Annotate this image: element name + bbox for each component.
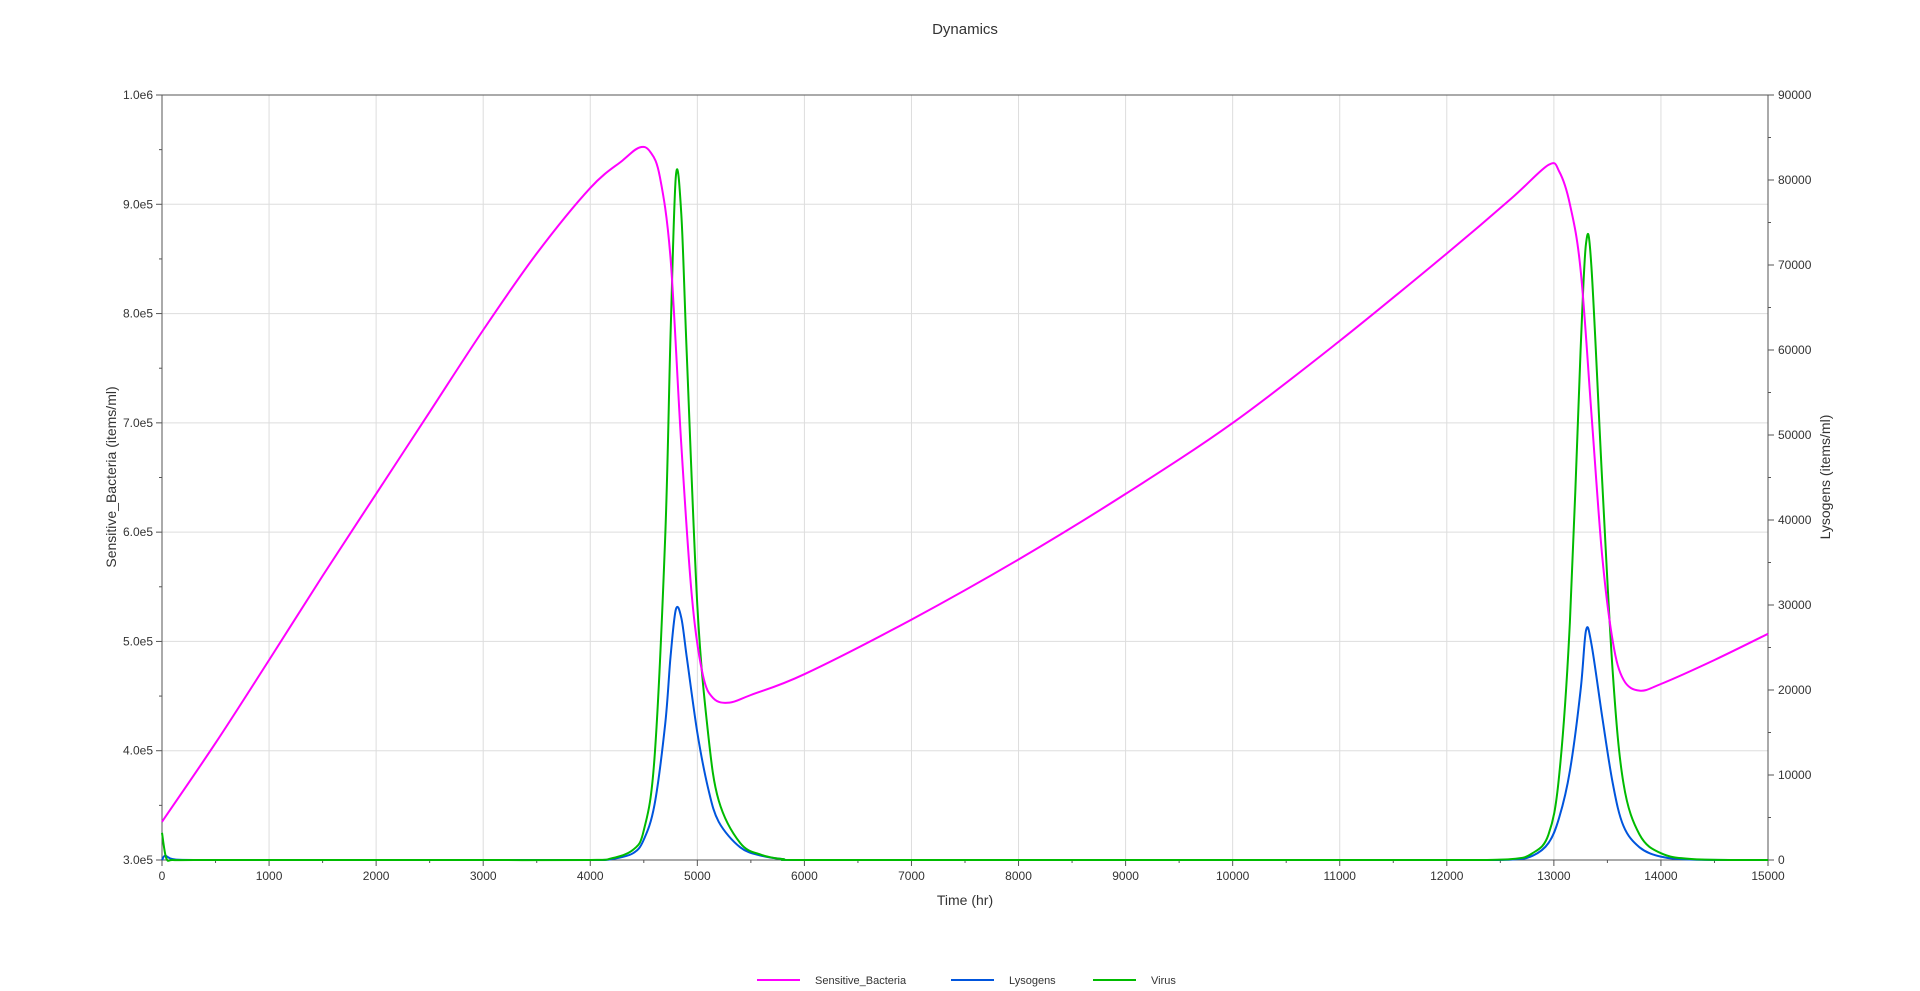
chart-title: Dynamics bbox=[932, 21, 998, 38]
axes: 0 1000 2000 3000 4000 5000 6000 7000 8000 9000 100… bbox=[123, 88, 1812, 883]
x-tick-label: 14000 bbox=[1644, 869, 1678, 883]
series-line-lysogens bbox=[161, 605, 1769, 862]
y-tick-label: 7.0e5 bbox=[123, 416, 153, 430]
x-tick-label: 6000 bbox=[791, 869, 818, 883]
y2-tick-label: 90000 bbox=[1778, 88, 1812, 102]
x-tick-label: 9000 bbox=[1112, 869, 1139, 883]
y-tick-label: 5.0e5 bbox=[123, 634, 153, 648]
y-tick-label: 3.0e5 bbox=[123, 853, 153, 867]
legend-label-lysogens: Lysogens bbox=[1009, 975, 1056, 987]
legend-label-sensitive-bacteria: Sensitive_Bacteria bbox=[815, 975, 907, 987]
x-tick-label: 3000 bbox=[470, 869, 497, 883]
legend: Sensitive_Bacteria Lysogens Virus bbox=[757, 975, 1176, 987]
x-tick-label: 7000 bbox=[898, 869, 925, 883]
x-tick-label: 2000 bbox=[363, 869, 390, 883]
y-tick-label: 1.0e6 bbox=[123, 88, 153, 102]
x-tick-label: 10000 bbox=[1216, 869, 1250, 883]
x-tick-label: 11000 bbox=[1323, 869, 1356, 883]
series-line-virus bbox=[161, 168, 1769, 862]
y2-tick-label: 20000 bbox=[1778, 683, 1812, 697]
y2-tick-label: 70000 bbox=[1778, 258, 1812, 272]
x-tick-label: 1000 bbox=[256, 869, 283, 883]
y2-tick-label: 50000 bbox=[1778, 428, 1812, 442]
x-tick-label: 4000 bbox=[577, 869, 604, 883]
y2-axis-label: Lysogens (items/ml) bbox=[1817, 415, 1833, 540]
y2-tick-label: 10000 bbox=[1778, 768, 1812, 782]
series-lines bbox=[161, 145, 1769, 862]
y-tick-label: 9.0e5 bbox=[123, 197, 153, 211]
y2-tick-label: 30000 bbox=[1778, 598, 1812, 612]
grid bbox=[162, 95, 1768, 860]
x-tick-label: 13000 bbox=[1537, 869, 1571, 883]
plot-area bbox=[161, 94, 1769, 861]
y2-tick-label: 60000 bbox=[1778, 343, 1812, 357]
series-line-sensitive-bacteria bbox=[161, 145, 1769, 823]
x-tick-label: 12000 bbox=[1430, 869, 1464, 883]
y2-tick-label: 0 bbox=[1778, 853, 1785, 867]
legend-label-virus: Virus bbox=[1151, 975, 1176, 987]
y-tick-label: 6.0e5 bbox=[123, 525, 153, 539]
x-axis-label: Time (hr) bbox=[937, 892, 993, 908]
x-tick-label: 0 bbox=[159, 869, 166, 883]
y-tick-label: 8.0e5 bbox=[123, 307, 153, 321]
y-axis-label: Sensitive_Bacteria (items/ml) bbox=[103, 386, 119, 567]
y2-tick-label: 40000 bbox=[1778, 513, 1812, 527]
y2-tick-label: 80000 bbox=[1778, 173, 1812, 187]
y-tick-label: 4.0e5 bbox=[123, 744, 153, 758]
x-tick-label: 15000 bbox=[1751, 869, 1785, 883]
x-tick-label: 8000 bbox=[1005, 869, 1032, 883]
x-tick-label: 5000 bbox=[684, 869, 711, 883]
